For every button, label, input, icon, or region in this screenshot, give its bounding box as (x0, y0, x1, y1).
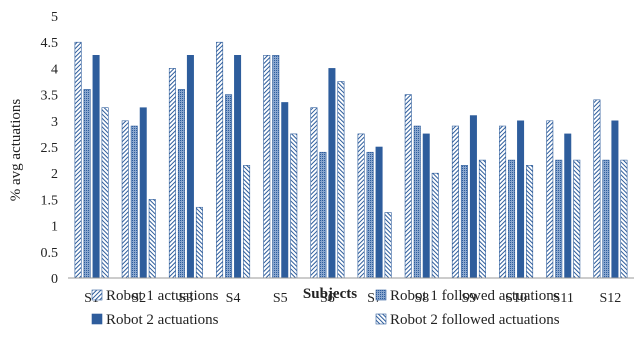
legend: Robot 1 actuations Robot 1 followed actua… (91, 286, 560, 328)
x-tick-label: S4 (226, 291, 241, 306)
x-axis-ticks: S1 S2 S3 S4 S5 S6 S7 S8 S9 S10 S11 S12 (84, 291, 621, 306)
bar-solid (517, 120, 525, 279)
x-tick-label: S6 (320, 291, 335, 306)
x-axis-title: Subjects (303, 286, 357, 302)
bar-diag-down (526, 165, 534, 279)
bar-dots (272, 54, 280, 279)
x-tick-label: S10 (505, 291, 527, 306)
bar-dots (225, 94, 233, 279)
y-tick-label: 3 (51, 115, 58, 130)
y-tick-label: 4 (51, 62, 58, 77)
bar-solid (375, 146, 383, 279)
bar-diag-down (195, 206, 203, 279)
bar-diag-up (404, 94, 412, 279)
legend-label: Robot 2 actuations (106, 312, 219, 328)
y-tick-label: 5 (51, 10, 58, 25)
y-tick-label: 3.5 (41, 89, 59, 104)
y-tick-label: 0 (51, 272, 58, 287)
bar-diag-up (499, 125, 507, 279)
bar-diag-down (101, 107, 109, 279)
legend-swatch (375, 313, 387, 325)
bar-diag-down (431, 172, 439, 279)
bar-dots (460, 165, 468, 279)
bar-diag-up (546, 120, 554, 279)
bar-dots (413, 125, 421, 279)
bar-solid (422, 133, 430, 279)
bar-dots (177, 89, 185, 279)
y-tick-label: 2 (51, 167, 58, 182)
x-tick-label: S8 (414, 291, 429, 306)
bar-diag-down (148, 199, 156, 279)
bar-solid (92, 54, 100, 279)
bar-solid (139, 107, 147, 279)
bar-solid (564, 133, 572, 279)
y-axis-title: % avg actuations (8, 99, 24, 202)
y-tick-label: 2.5 (41, 141, 59, 156)
bar-diag-up (168, 68, 176, 279)
bar-diag-up (593, 99, 601, 279)
bar-solid (469, 115, 477, 279)
bar-diag-up (121, 120, 129, 279)
bar-diag-up (451, 125, 459, 279)
x-tick-label: S5 (273, 291, 288, 306)
bar-dots (83, 89, 91, 279)
bar-diag-down (620, 159, 628, 279)
bar-dots (602, 159, 610, 279)
bar-dots (319, 151, 327, 279)
bar-dots (508, 159, 516, 279)
y-tick-label: 0.5 (41, 246, 59, 261)
y-axis-ticks: 0 0.5 1 1.5 2 2.5 3 3.5 4 4.5 5 (41, 10, 59, 287)
legend-label: Robot 2 followed actuations (390, 312, 560, 328)
bar-diag-down (478, 159, 486, 279)
legend-swatch (91, 313, 103, 325)
bar-solid (611, 120, 619, 279)
legend-label: Robot 1 followed actuations (390, 288, 560, 304)
legend-label: Robot 1 actuations (106, 288, 219, 304)
bar-diag-up (74, 41, 82, 279)
bar-diag-up (263, 54, 271, 279)
bar-dots (366, 151, 374, 279)
bar-solid (328, 68, 336, 279)
y-tick-label: 1.5 (41, 193, 59, 208)
bar-solid (281, 102, 289, 279)
y-tick-label: 1 (51, 220, 58, 235)
bar-diag-up (357, 133, 365, 279)
bar-diag-down (337, 81, 345, 279)
bar-diag-down (573, 159, 581, 279)
x-tick-label: S2 (131, 291, 146, 306)
x-tick-label: S9 (462, 291, 477, 306)
y-tick-label: 4.5 (41, 36, 59, 51)
x-tick-label: S3 (179, 291, 194, 306)
bar-dots (130, 125, 138, 279)
bar-diag-down (290, 133, 298, 279)
x-tick-label: S11 (553, 291, 574, 306)
bar-diag-up (216, 41, 224, 279)
legend-swatch (91, 289, 103, 301)
x-tick-label: S12 (600, 291, 622, 306)
bar-solid (186, 54, 194, 279)
bar-diag-down (243, 165, 251, 279)
bar-diag-down (384, 212, 392, 279)
legend-swatch (375, 289, 387, 301)
bar-dots (555, 159, 563, 279)
bars (74, 41, 628, 279)
bar-solid (234, 54, 242, 279)
bar-diag-up (310, 107, 318, 279)
